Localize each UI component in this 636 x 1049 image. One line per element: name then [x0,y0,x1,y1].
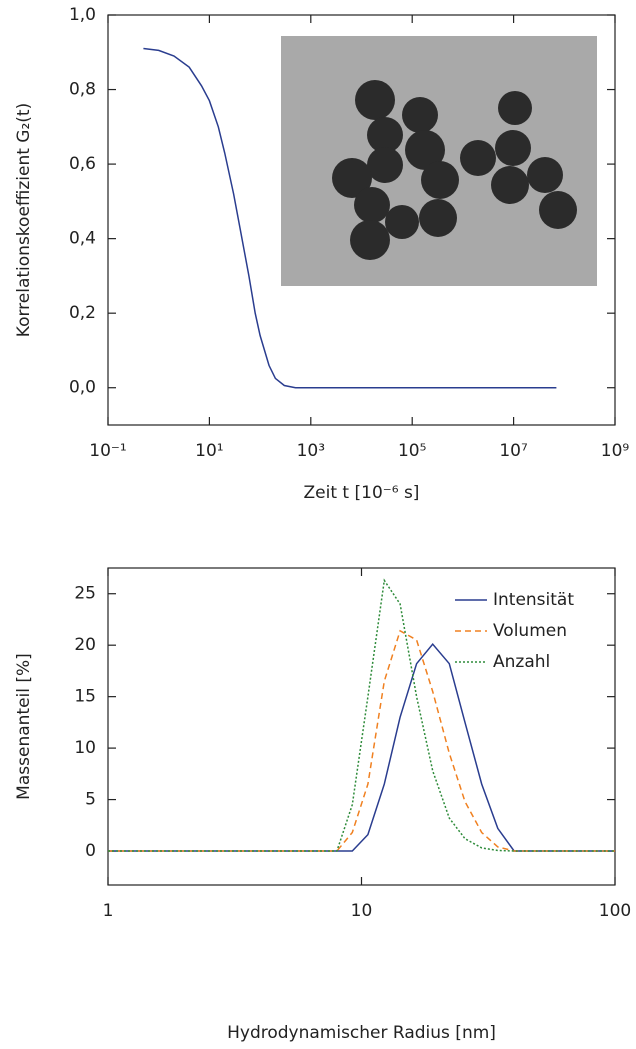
y-tick-label: 0 [85,841,96,861]
x-tick-label: 10¹ [195,441,223,461]
x-tick-label: 1 [103,901,114,921]
x-tick-label: 10⁻¹ [89,441,126,461]
y-tick-label: 1,0 [69,5,96,25]
y-axis-label: Korrelationskoeffizient G₂(t) [14,103,34,337]
x-tick-label: 100 [599,901,631,921]
y-tick-label: 15 [74,687,96,707]
y-tick-label: 0,8 [69,80,96,100]
legend-label: Intensität [493,590,574,610]
x-tick-label: 10⁵ [398,441,426,461]
y-tick-label: 25 [74,584,96,604]
x-tick-label: 10⁹ [601,441,630,461]
tem-inset [281,36,597,286]
x-tick-label: 10 [351,901,373,921]
x-tick-label: 10⁷ [499,441,528,461]
plot-frame [107,567,616,886]
legend-label: Anzahl [493,652,550,672]
legend-label: Volumen [493,621,567,641]
data-line [108,578,615,852]
y-tick-label: 0,0 [69,378,96,398]
y-tick-label: 10 [74,738,96,758]
data-line [143,47,557,389]
y-tick-label: 0,4 [69,229,96,249]
y-tick-label: 5 [85,790,96,810]
x-axis-label: Zeit t [10⁻⁶ s] [304,483,420,503]
y-tick-label: 20 [74,635,96,655]
y-tick-label: 0,6 [69,154,96,174]
data-line [108,643,615,852]
x-tick-label: 10³ [297,441,325,461]
y-tick-label: 0,2 [69,303,96,323]
data-line [108,629,615,852]
y-axis-label: Massenanteil [%] [14,653,34,800]
plot-frame [107,14,616,426]
x-axis-label: Hydrodynamischer Radius [nm] [227,1023,496,1043]
